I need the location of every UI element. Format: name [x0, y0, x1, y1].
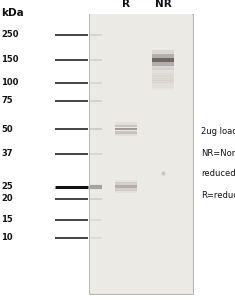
Text: NR: NR: [155, 0, 172, 9]
Bar: [152, 54, 174, 58]
Text: kDa: kDa: [1, 8, 24, 17]
Bar: [115, 185, 137, 188]
Bar: [115, 131, 137, 134]
Text: 15: 15: [1, 215, 13, 224]
Bar: [152, 50, 174, 54]
Text: 100: 100: [1, 78, 19, 87]
Text: 250: 250: [1, 30, 19, 39]
Text: R: R: [122, 0, 130, 9]
Bar: [89, 14, 193, 294]
Text: 20: 20: [1, 194, 13, 203]
Text: reduced: reduced: [201, 169, 235, 178]
Bar: [152, 85, 174, 90]
Text: 150: 150: [1, 56, 19, 64]
Bar: [90, 14, 192, 293]
Bar: [152, 75, 174, 81]
Bar: [152, 80, 174, 85]
Bar: [115, 128, 137, 130]
Bar: [152, 66, 174, 70]
Text: R=reduced: R=reduced: [201, 190, 235, 200]
Text: 25: 25: [1, 182, 13, 191]
Bar: [115, 182, 137, 185]
Bar: [115, 180, 137, 183]
Bar: [152, 70, 174, 76]
Bar: [115, 133, 137, 136]
Bar: [115, 190, 137, 193]
Text: 50: 50: [1, 124, 13, 134]
Text: 75: 75: [1, 96, 13, 105]
Bar: [152, 77, 174, 83]
Bar: [152, 68, 174, 74]
Bar: [115, 122, 137, 125]
Bar: [152, 73, 174, 78]
Bar: [115, 188, 137, 191]
Text: NR=Non-: NR=Non-: [201, 148, 235, 158]
Bar: [152, 62, 174, 66]
Text: 10: 10: [1, 233, 13, 242]
Bar: [115, 124, 137, 127]
Text: 2ug loading: 2ug loading: [201, 128, 235, 136]
Text: 37: 37: [1, 149, 13, 158]
Bar: [152, 58, 174, 62]
Bar: [152, 82, 174, 88]
